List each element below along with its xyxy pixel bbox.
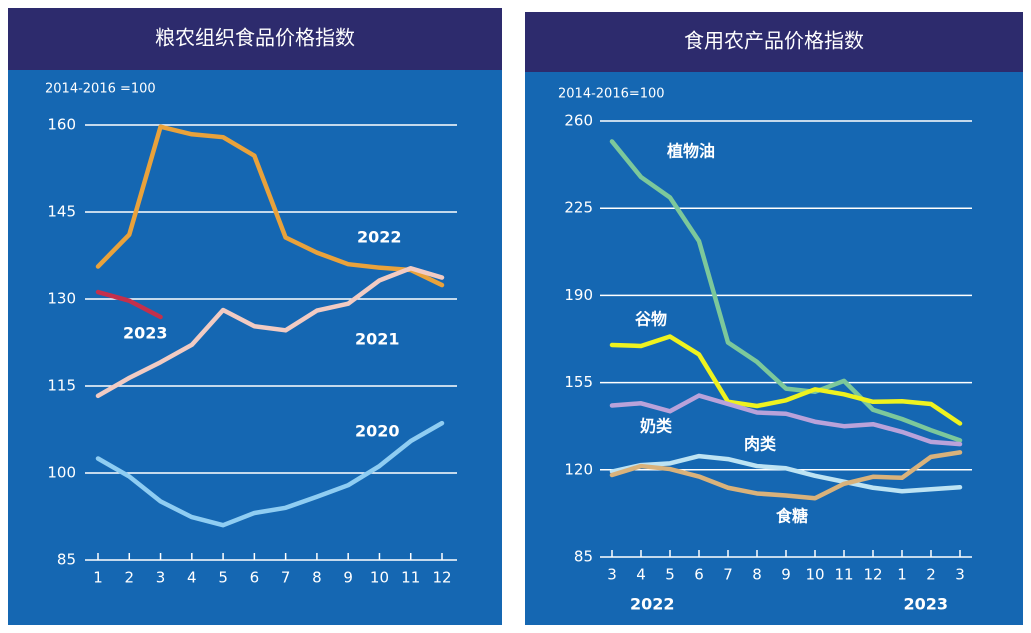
x-tick-label: 11 — [834, 566, 853, 584]
series-label: 谷物 — [635, 310, 667, 329]
chart-title: 粮农组织食品价格指数 — [155, 26, 355, 50]
series-label: 2020 — [355, 422, 400, 441]
x-tick-label: 12 — [863, 566, 882, 584]
series-line — [609, 453, 963, 494]
x-group-label: 2022 — [630, 595, 675, 614]
x-tick-label: 6 — [694, 566, 704, 584]
x-tick-label: 1 — [897, 566, 907, 584]
y-tick-label: 85 — [574, 548, 593, 566]
x-tick-label: 9 — [781, 566, 791, 584]
x-tick-label: 4 — [187, 569, 197, 587]
series-label: 2021 — [355, 330, 400, 349]
x-tick-label: 5 — [665, 566, 675, 584]
x-group-label: 2023 — [903, 595, 948, 614]
x-tick-label: 3 — [156, 569, 166, 587]
series-label: 奶类 — [640, 417, 673, 436]
x-tick-label: 9 — [343, 569, 353, 587]
y-tick-label: 85 — [57, 551, 76, 569]
x-tick-label: 10 — [370, 569, 389, 587]
x-tick-label: 2 — [926, 566, 936, 584]
series-label: 肉类 — [744, 435, 777, 454]
x-tick-label: 6 — [250, 569, 260, 587]
y-tick-label: 100 — [47, 464, 76, 482]
subtitle: 2014-2016=100 — [558, 87, 665, 102]
series-line — [609, 334, 963, 426]
series-line — [95, 289, 163, 320]
series-line — [609, 139, 963, 443]
y-tick-label: 190 — [564, 286, 593, 304]
x-tick-label: 2 — [124, 569, 134, 587]
series-line — [95, 420, 445, 528]
y-tick-label: 130 — [47, 290, 76, 308]
series-label: 植物油 — [666, 142, 715, 161]
y-tick-label: 120 — [564, 460, 593, 478]
x-tick-label: 4 — [636, 566, 646, 584]
y-tick-label: 225 — [564, 199, 593, 217]
title-bar — [8, 8, 502, 70]
x-tick-label: 7 — [281, 569, 291, 587]
x-tick-label: 11 — [401, 569, 420, 587]
title-bar — [525, 12, 1023, 72]
series-label: 食糖 — [775, 507, 808, 526]
x-tick-label: 1 — [93, 569, 103, 587]
x-tick-label: 8 — [752, 566, 762, 584]
panel — [525, 12, 1023, 625]
x-tick-label: 3 — [607, 566, 617, 584]
series-line — [95, 124, 445, 288]
y-tick-label: 145 — [47, 203, 76, 221]
x-tick-label: 5 — [218, 569, 228, 587]
series-label: 2022 — [357, 228, 402, 247]
y-tick-label: 155 — [564, 373, 593, 391]
series-line — [609, 450, 963, 501]
y-tick-label: 115 — [47, 377, 76, 395]
subtitle: 2014-2016 =100 — [45, 82, 156, 97]
x-tick-label: 12 — [432, 569, 451, 587]
chart-title: 食用农产品价格指数 — [684, 29, 864, 53]
x-tick-label: 8 — [312, 569, 322, 587]
panel — [8, 8, 502, 625]
y-tick-label: 260 — [564, 112, 593, 130]
x-tick-label: 7 — [723, 566, 733, 584]
series-line — [609, 393, 963, 447]
x-tick-label: 3 — [955, 566, 965, 584]
x-tick-label: 10 — [805, 566, 824, 584]
series-label: 2023 — [123, 324, 168, 343]
series-line — [95, 266, 445, 399]
y-tick-label: 160 — [47, 116, 76, 134]
